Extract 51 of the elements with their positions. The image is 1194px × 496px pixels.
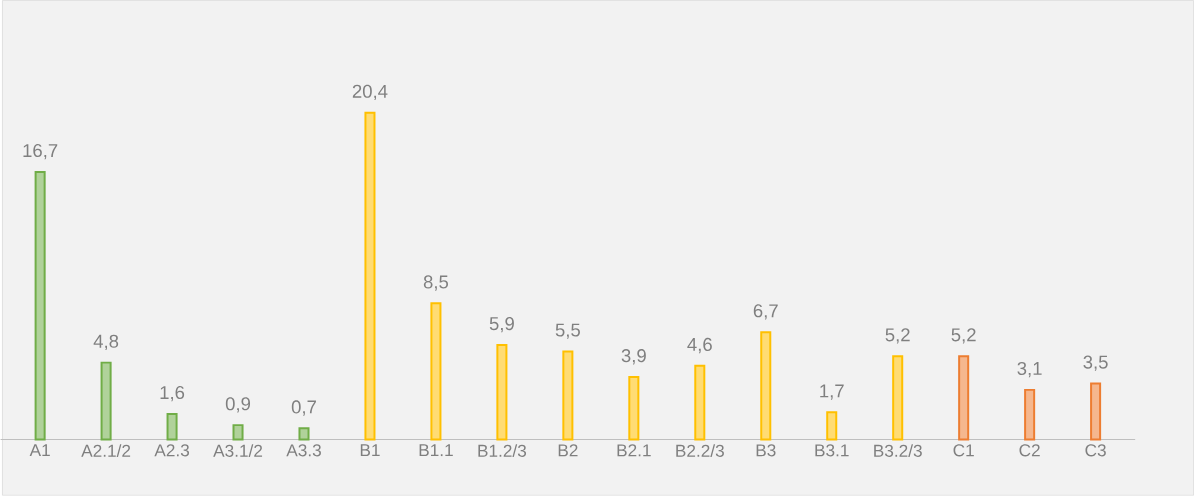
bar xyxy=(1024,389,1036,441)
x-tick-label: B2.2/3 xyxy=(676,444,724,457)
data-label: 3,1 xyxy=(1017,362,1042,378)
x-tick-label: C3 xyxy=(1085,444,1106,457)
x-tick-label: B1.2/3 xyxy=(478,444,527,457)
data-label: 5,2 xyxy=(885,328,910,344)
data-label: 6,7 xyxy=(753,304,778,320)
x-tick-label: B1 xyxy=(360,444,380,457)
x-tick-label: A2.1/2 xyxy=(81,444,131,457)
data-label: 4,6 xyxy=(687,337,712,354)
bar xyxy=(892,355,904,441)
bar xyxy=(298,427,310,441)
bar xyxy=(232,424,244,441)
x-tick-label: A1 xyxy=(29,444,50,457)
x-tick-label: B3 xyxy=(756,444,776,457)
data-label: 3,9 xyxy=(621,349,646,365)
x-tick-label: A3.3 xyxy=(286,444,321,457)
bar xyxy=(496,344,508,441)
bar xyxy=(1090,382,1102,441)
data-label: 5,2 xyxy=(951,328,976,344)
data-label: 5,5 xyxy=(555,323,580,339)
data-label: 1,7 xyxy=(820,384,844,400)
x-tick-label: C1 xyxy=(953,444,974,457)
data-label: 16,7 xyxy=(23,144,58,160)
bar xyxy=(166,413,178,441)
bar xyxy=(760,331,772,441)
x-tick-label: B2.1 xyxy=(617,444,651,457)
bar xyxy=(958,355,970,441)
x-tick-label: B2 xyxy=(558,444,578,457)
bar xyxy=(34,171,46,441)
data-label: 1,6 xyxy=(160,386,185,402)
x-tick-label: C2 xyxy=(1019,444,1040,457)
data-label: 5,9 xyxy=(489,317,514,333)
x-tick-label: A3.1/2 xyxy=(213,444,263,457)
bar xyxy=(562,350,574,441)
x-tick-label: B3.1 xyxy=(815,444,849,457)
bar xyxy=(694,364,706,441)
data-label: 0,9 xyxy=(225,397,251,413)
bar xyxy=(826,411,838,441)
data-label: 4,8 xyxy=(93,334,119,351)
x-tick-label: B1.1 xyxy=(419,444,453,457)
data-label: 8,5 xyxy=(423,275,449,291)
data-label: 3,5 xyxy=(1083,355,1108,371)
bar xyxy=(364,111,376,441)
x-tick-label: B3.2/3 xyxy=(874,444,922,457)
bar xyxy=(100,361,112,441)
data-label: 0,7 xyxy=(291,400,316,416)
bar xyxy=(628,376,640,441)
x-tick-label: A2.3 xyxy=(154,444,190,457)
data-label: 20,4 xyxy=(352,84,388,101)
bar xyxy=(430,302,442,441)
